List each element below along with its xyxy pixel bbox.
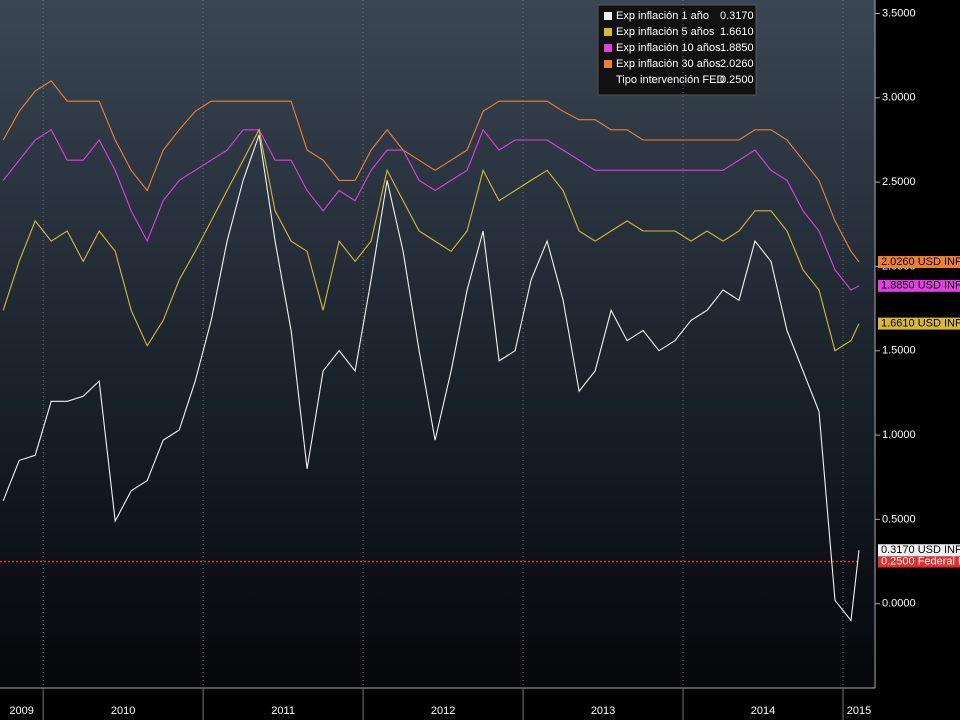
legend-value: 1.6610 bbox=[720, 26, 754, 38]
legend: Exp inflación 1 año 0.3170 Exp inflación 5… bbox=[597, 4, 757, 96]
series-line bbox=[2, 134, 860, 622]
legend-value: 0.3170 bbox=[720, 10, 754, 22]
x-tick-label: 2012 bbox=[431, 705, 455, 717]
legend-box bbox=[597, 4, 757, 96]
value-tag-label: 1.8850 USD INFL bbox=[881, 280, 960, 292]
y-tick-label: 3.0000 bbox=[882, 92, 916, 104]
legend-value: 0.2500 bbox=[720, 74, 754, 86]
value-tag bbox=[878, 279, 960, 292]
legend-value: 2.0260 bbox=[720, 58, 754, 70]
legend-label: Exp inflación 5 años bbox=[616, 26, 715, 38]
legend-swatch bbox=[604, 60, 612, 68]
legend-swatch bbox=[604, 12, 612, 20]
y-tick-label: 3.5000 bbox=[882, 7, 916, 19]
value-tag-label: 1.6610 USD INFL bbox=[881, 318, 960, 330]
series-line bbox=[2, 128, 860, 352]
value-tag bbox=[878, 544, 960, 557]
y-tick-label: 1.0000 bbox=[882, 429, 916, 441]
legend-swatch bbox=[604, 28, 612, 36]
value-tag bbox=[878, 256, 960, 269]
legend-swatch bbox=[604, 44, 612, 52]
legend-label: Exp inflación 10 años bbox=[616, 42, 721, 54]
y-tick-label: 1.5000 bbox=[882, 345, 916, 357]
plot-area bbox=[0, 0, 875, 688]
value-tag-label: 0.2500 Federal F bbox=[881, 555, 960, 567]
legend-label: Exp inflación 1 año bbox=[616, 10, 709, 22]
x-tick-label: 2011 bbox=[271, 705, 295, 717]
x-tick-label: 2009 bbox=[9, 705, 33, 717]
value-tag-label: 0.3170 USD INFL bbox=[881, 544, 960, 556]
legend-label: Exp inflación 30 años bbox=[616, 58, 721, 70]
x-tick-label: 2014 bbox=[751, 705, 775, 717]
series-line bbox=[2, 80, 860, 263]
value-tag-label: 2.0260 USD INFL bbox=[881, 256, 960, 268]
series-line bbox=[2, 128, 860, 291]
value-tag bbox=[878, 317, 960, 330]
y-tick-label: 0.5000 bbox=[882, 513, 916, 525]
x-tick-label: 2010 bbox=[111, 705, 135, 717]
y-tick-label: 2.5000 bbox=[882, 176, 916, 188]
x-tick-label: 2013 bbox=[591, 705, 615, 717]
legend-label: Tipo intervención FED bbox=[616, 74, 724, 86]
legend-value: 1.8850 bbox=[720, 42, 754, 54]
y-tick-label: 0.0000 bbox=[882, 598, 916, 610]
x-tick-label: 2015 bbox=[847, 705, 871, 717]
value-tag bbox=[878, 555, 960, 568]
